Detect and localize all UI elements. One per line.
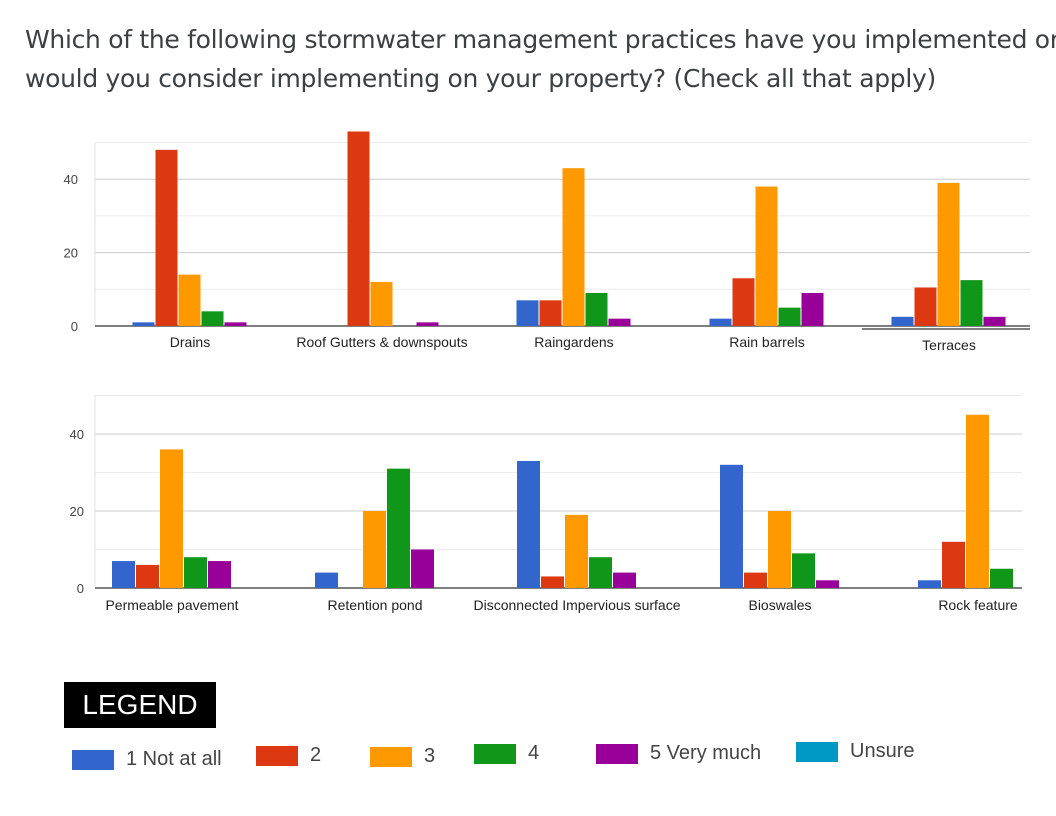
bar-1-3-2 — [539, 300, 562, 326]
question-line-2: would you consider implementing on your … — [25, 64, 936, 93]
bar-2-1-3 — [160, 449, 183, 588]
bar-1-2-3 — [370, 281, 393, 326]
bar-1-1-1 — [132, 322, 155, 326]
bar-1-2-2 — [347, 131, 370, 326]
bar-1-1-5 — [224, 322, 247, 326]
bar-1-4-4 — [778, 307, 801, 326]
legend-label-3: 3 — [424, 745, 436, 767]
bar-1-4-1 — [709, 318, 732, 326]
chart-panel-2: 0 20 40 Permeable pavement Retention pond Dis… — [70, 395, 1022, 613]
bar-1-5-4 — [960, 280, 983, 326]
legend-item-1: 1 Not at all — [72, 748, 222, 771]
legend-swatch-5 — [596, 743, 638, 764]
bar-1-4-5 — [801, 292, 824, 326]
legend-swatch-4 — [474, 743, 516, 764]
category-label: Raingardens — [534, 334, 613, 350]
y-tick-label: 40 — [64, 172, 78, 187]
bar-1-1-2 — [155, 149, 178, 326]
y-tick-label: 20 — [70, 504, 84, 519]
bar-2-3-1 — [517, 460, 540, 588]
bar-1-1-3 — [178, 274, 201, 326]
legend-item-4: 4 — [474, 742, 539, 765]
legend-label-4: 4 — [528, 742, 540, 764]
bar-2-1-5 — [208, 561, 231, 588]
bar-1-3-4 — [585, 292, 608, 326]
bar-1-2-5 — [416, 322, 439, 326]
category-label: Terraces — [922, 337, 976, 353]
bar-2-4-2 — [744, 572, 767, 588]
bar-2-1-2 — [136, 564, 159, 588]
bar-2-2-1 — [315, 572, 338, 588]
category-label: Permeable pavement — [105, 597, 238, 613]
bar-2-4-4 — [792, 553, 815, 588]
bar-2-3-3 — [565, 514, 588, 588]
question-title: Which of the following stormwater manage… — [25, 20, 1056, 98]
legend-item-5: 5 Very much — [596, 742, 761, 765]
bar-2-5-2 — [942, 541, 965, 588]
question-line-1: Which of the following stormwater manage… — [25, 25, 1056, 54]
category-label: Rock feature — [938, 597, 1018, 613]
bar-1-4-3 — [755, 186, 778, 326]
category-label: Disconnected Impervious surface — [474, 597, 681, 613]
bar-2-3-2 — [541, 576, 564, 588]
bar-1-5-1 — [891, 316, 914, 326]
bar-1-5-2 — [914, 287, 937, 326]
bar-2-2-5 — [411, 549, 434, 588]
bar-2-4-5 — [816, 580, 839, 588]
legend-label-6: Unsure — [850, 740, 915, 762]
bar-2-5-1 — [918, 580, 941, 588]
bar-2-1-4 — [184, 557, 207, 588]
bar-2-4-1 — [720, 464, 743, 588]
legend-swatch-6 — [796, 741, 838, 762]
category-label: Roof Gutters & downspouts — [296, 334, 467, 350]
category-label: Rain barrels — [729, 334, 804, 350]
bar-1-3-3 — [562, 168, 585, 326]
legend-item-2: 2 — [256, 744, 321, 767]
bar-1-3-5 — [608, 318, 631, 326]
legend-swatch-1 — [72, 749, 114, 770]
legend-title: LEGEND — [64, 682, 216, 728]
legend-label-2: 2 — [310, 744, 322, 766]
bar-1-5-3 — [937, 182, 960, 326]
bar-2-1-1 — [112, 561, 135, 588]
y-tick-label: 0 — [77, 581, 84, 596]
chart-panel-1: 0 20 40 Drains Roof Gutters & downspouts Rain… — [64, 131, 1030, 353]
bar-2-2-3 — [363, 511, 386, 588]
bar-2-2-4 — [387, 468, 410, 588]
bar-1-3-1 — [516, 300, 539, 326]
legend-label-1: 1 Not at all — [126, 748, 222, 770]
category-label: Drains — [170, 334, 210, 350]
legend-swatch-2 — [256, 745, 298, 766]
y-tick-label: 20 — [64, 246, 78, 261]
y-tick-label: 40 — [70, 427, 84, 442]
bar-2-5-3 — [966, 414, 989, 588]
bar-1-4-2 — [732, 278, 755, 326]
category-label: Bioswales — [748, 597, 811, 613]
bar-1-5-5 — [983, 316, 1006, 326]
legend-item-6: Unsure — [796, 740, 914, 763]
bar-1-1-4 — [201, 311, 224, 326]
bar-2-3-4 — [589, 557, 612, 588]
bar-2-5-4 — [990, 568, 1013, 588]
bar-2-4-3 — [768, 511, 791, 588]
category-label: Retention pond — [328, 597, 423, 613]
legend-label-5: 5 Very much — [650, 742, 762, 764]
y-tick-label: 0 — [71, 319, 78, 334]
legend-swatch-3 — [370, 746, 412, 767]
legend-item-3: 3 — [370, 745, 435, 768]
bar-2-3-5 — [613, 572, 636, 588]
